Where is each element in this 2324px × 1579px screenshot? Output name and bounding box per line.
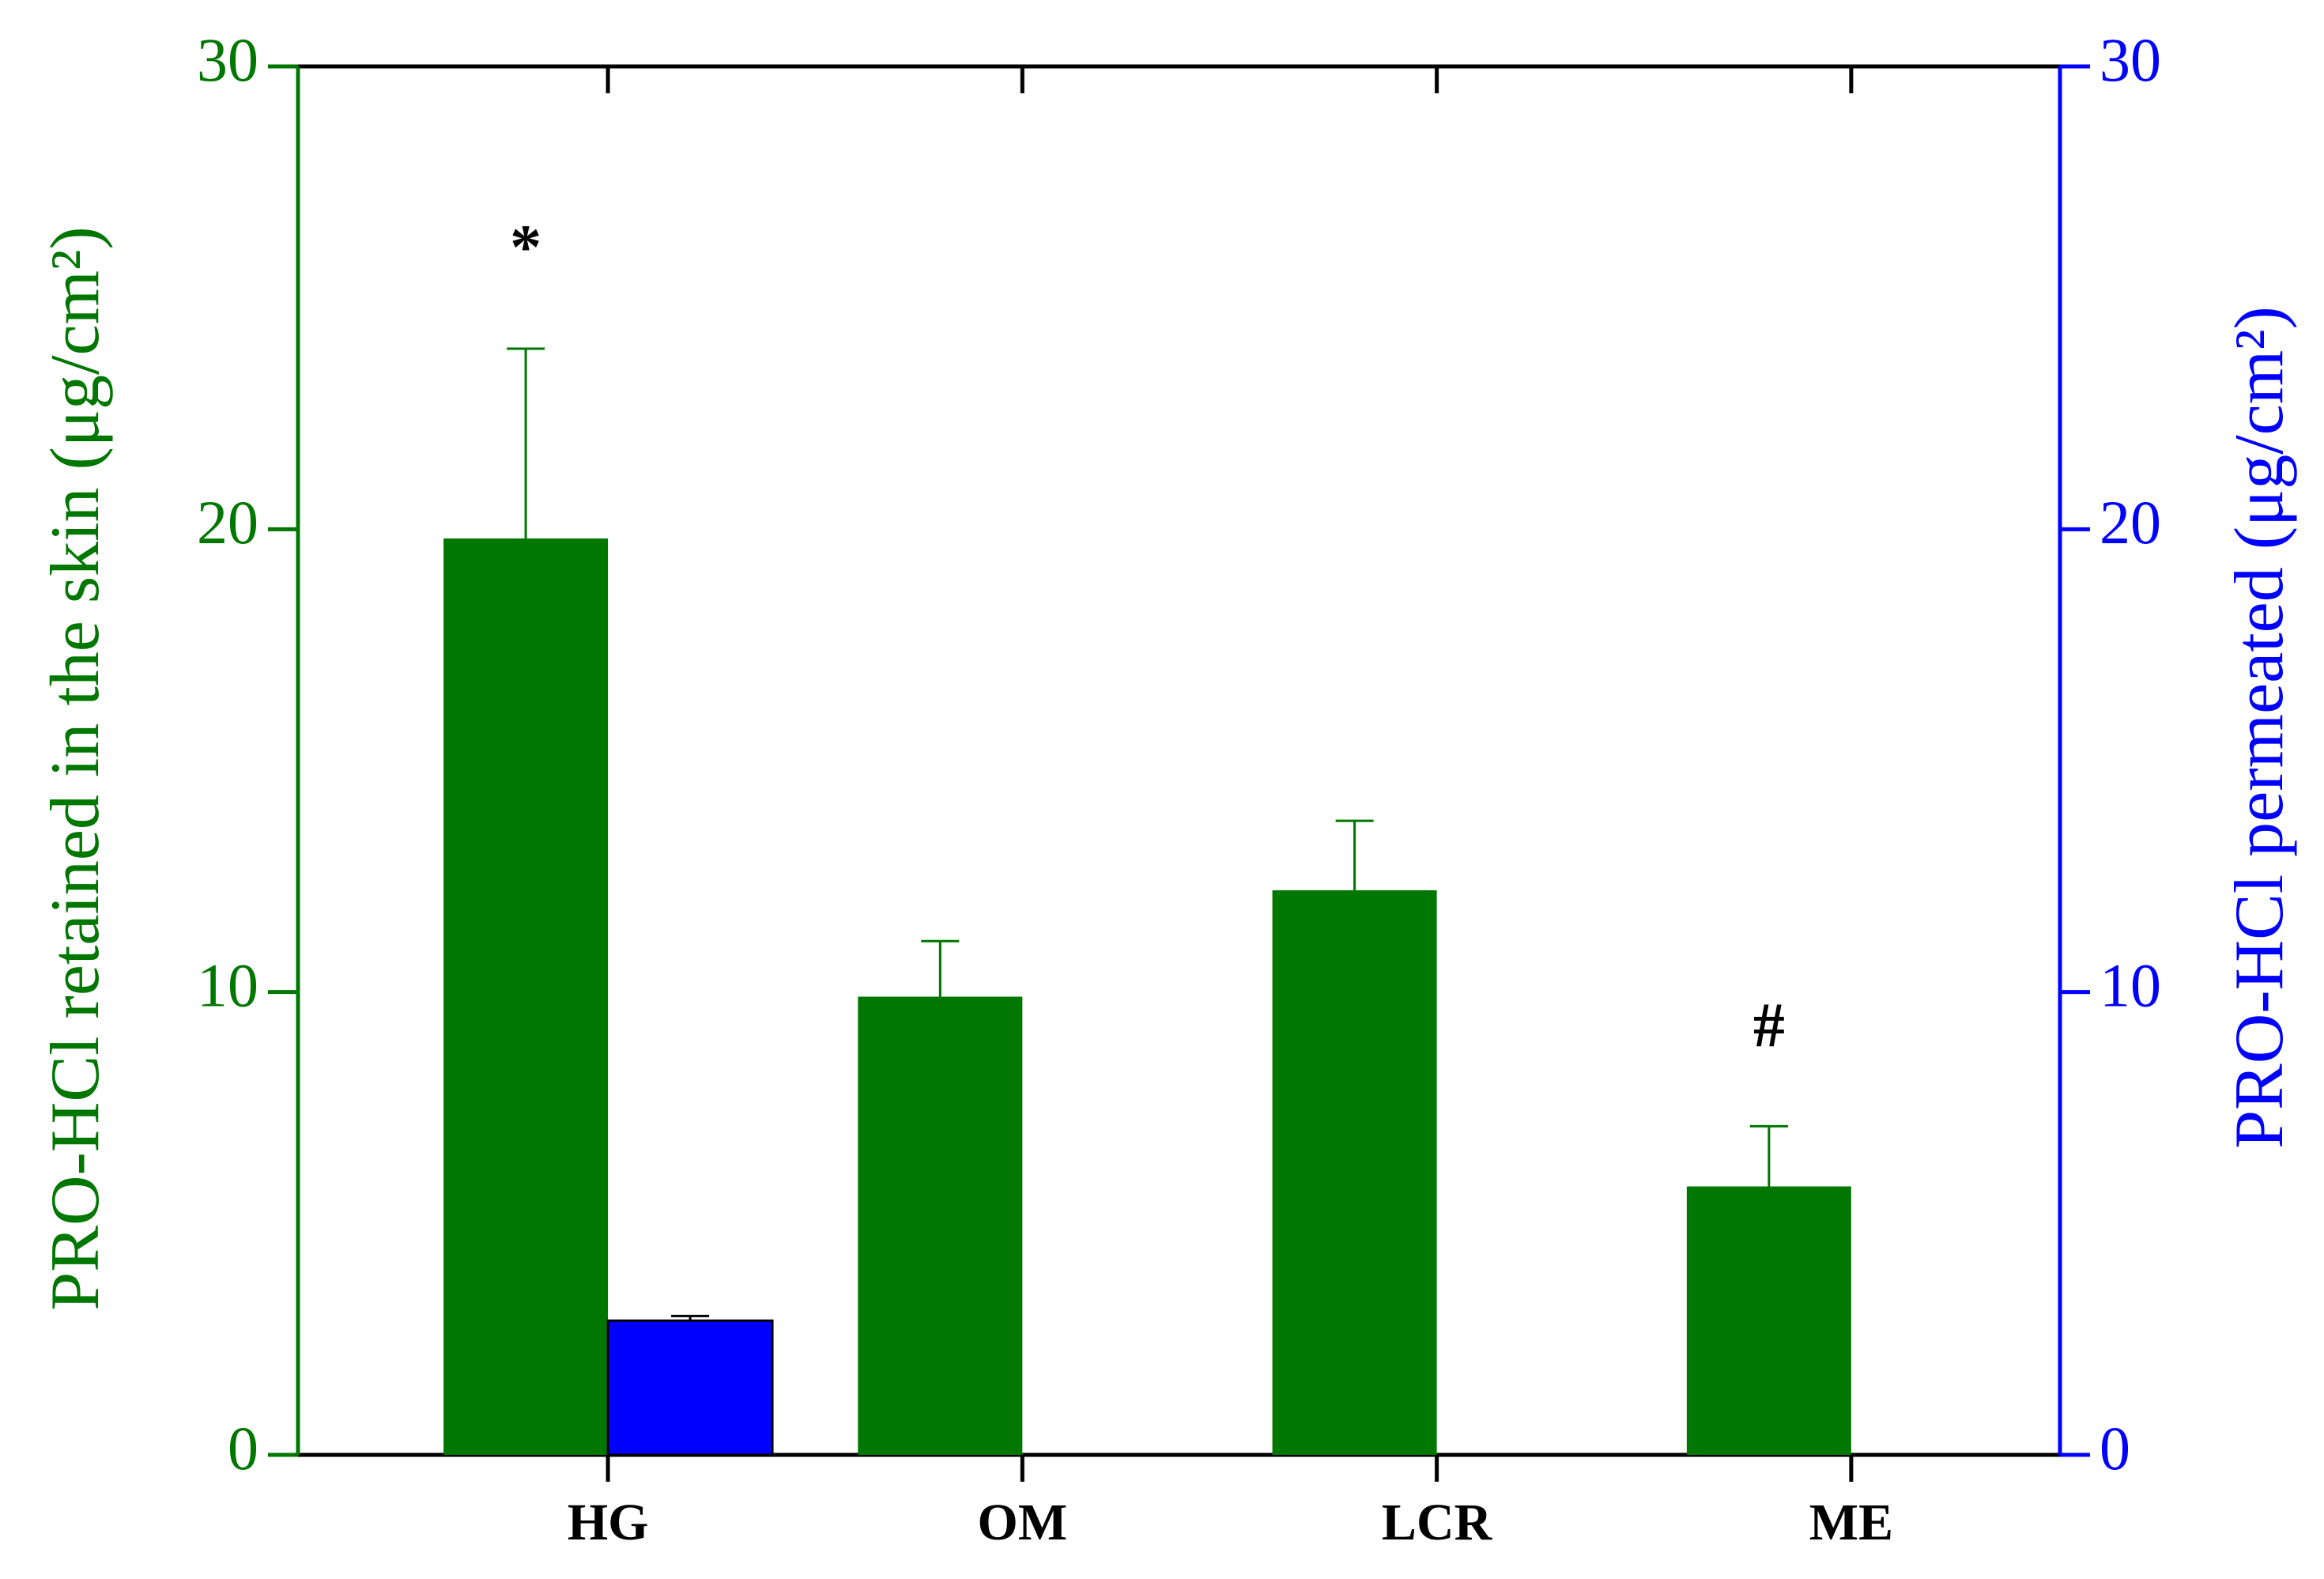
- bar: [1686, 1186, 1851, 1455]
- error-bar: [921, 939, 960, 997]
- y2-tick-label: 30: [2100, 25, 2161, 94]
- y-tick-label: 30: [197, 25, 258, 94]
- y-tick-label: 20: [197, 488, 258, 557]
- x-tick-label: HG: [568, 1494, 649, 1551]
- annotation: *: [510, 213, 541, 282]
- x-tick-label: OM: [978, 1494, 1068, 1551]
- y-axis-label: PRO-HCl retained in the skin (μg/cm²): [37, 226, 114, 1310]
- x-tick-label: LCR: [1382, 1494, 1493, 1551]
- annotation: #: [1753, 991, 1785, 1060]
- y-tick-label: 10: [197, 951, 258, 1020]
- bar: [606, 1319, 774, 1456]
- error-bar: [1749, 1124, 1788, 1187]
- error-bar: [1335, 819, 1374, 890]
- y2-tick-label: 20: [2100, 488, 2161, 557]
- y2-tick-label: 0: [2100, 1414, 2130, 1483]
- y2-axis-label: PRO-HCl permeated (μg/cm²): [2221, 306, 2298, 1149]
- bar: [443, 538, 609, 1455]
- y-tick-label: 0: [228, 1414, 258, 1483]
- bar: [1272, 890, 1437, 1455]
- x-tick-label: ME: [1809, 1494, 1893, 1551]
- y2-tick-label: 10: [2100, 951, 2161, 1020]
- error-bar: [507, 347, 545, 539]
- bar: [858, 996, 1023, 1455]
